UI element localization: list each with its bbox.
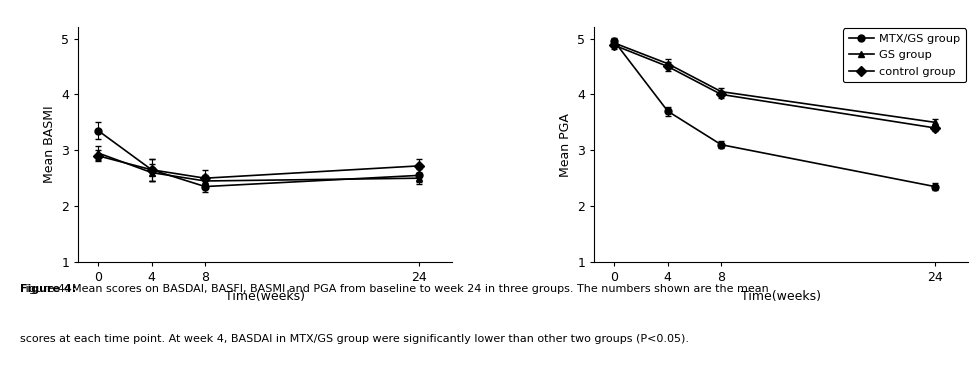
X-axis label: Time(weeks): Time(weeks) xyxy=(741,290,821,303)
MTX/GS group xyxy=(661,109,673,113)
Line: control group: control group xyxy=(611,42,937,131)
Text: Figure 4: Mean scores on BASDAI, BASFI, BASMI and PGA from baseline to week 24 i: Figure 4: Mean scores on BASDAI, BASFI, … xyxy=(20,284,768,294)
Line: MTX/GS group: MTX/GS group xyxy=(611,38,937,190)
Y-axis label: Mean PGA: Mean PGA xyxy=(558,113,572,177)
MTX/GS group xyxy=(714,142,726,147)
Legend: MTX/GS group, GS group, control group: MTX/GS group, GS group, control group xyxy=(842,29,965,82)
control group xyxy=(661,64,673,69)
Line: GS group: GS group xyxy=(611,39,937,126)
GS group xyxy=(714,89,726,94)
control group xyxy=(714,92,726,97)
Text: Figure 4:: Figure 4: xyxy=(20,284,76,294)
MTX/GS group xyxy=(608,39,619,44)
Text: scores at each time point. At week 4, BASDAI in MTX/GS group were significantly : scores at each time point. At week 4, BA… xyxy=(20,334,688,344)
control group xyxy=(608,43,619,48)
X-axis label: Time(weeks): Time(weeks) xyxy=(225,290,305,303)
GS group xyxy=(608,41,619,45)
control group xyxy=(928,126,940,130)
Y-axis label: Mean BASMI: Mean BASMI xyxy=(43,106,56,183)
GS group xyxy=(928,120,940,125)
GS group xyxy=(661,61,673,66)
MTX/GS group xyxy=(928,184,940,189)
